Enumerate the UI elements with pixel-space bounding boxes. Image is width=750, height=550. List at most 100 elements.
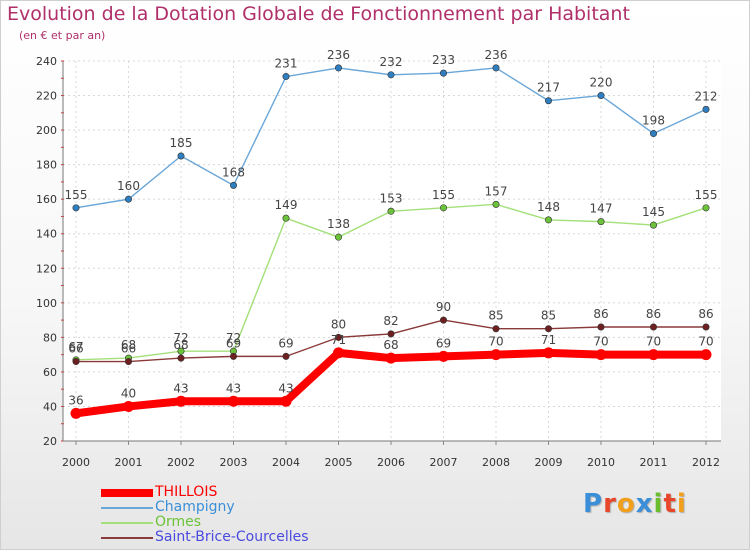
data-point-champigny (282, 73, 290, 81)
data-label-champigny: 155 (65, 188, 88, 202)
data-label-saint-brice-courcelles: 86 (646, 307, 661, 321)
y-tick-label: 220 (36, 90, 57, 103)
data-point-champigny (387, 71, 395, 79)
data-point-champigny (702, 105, 710, 113)
data-point-saint-brice-courcelles (177, 354, 185, 362)
y-tick-label: 40 (43, 400, 57, 413)
data-label-thillois: 40 (121, 386, 136, 400)
x-tick-label: 2002 (167, 456, 195, 469)
data-label-champigny: 236 (327, 48, 350, 62)
data-point-champigny (334, 64, 342, 72)
data-label-thillois: 69 (436, 336, 451, 350)
data-label-thillois: 70 (488, 335, 503, 349)
data-label-saint-brice-courcelles: 80 (331, 317, 346, 331)
y-tick-label: 20 (43, 435, 57, 448)
legend-label-saint-brice-courcelles: Saint-Brice-Courcelles (155, 529, 309, 545)
x-tick-label: 2000 (62, 456, 90, 469)
x-tick-label: 2011 (640, 456, 668, 469)
data-point-ormes (492, 200, 500, 208)
y-tick-label: 120 (36, 262, 57, 275)
data-point-saint-brice-courcelles (282, 352, 290, 360)
x-tick-label: 2010 (587, 456, 615, 469)
data-label-ormes: 157 (485, 184, 508, 198)
data-label-saint-brice-courcelles: 69 (278, 336, 293, 350)
legend-swatch-champigny (101, 507, 153, 509)
data-point-ormes (439, 204, 447, 212)
data-point-saint-brice-courcelles (597, 323, 605, 331)
legend-label-ormes: Ormes (155, 514, 202, 530)
data-label-ormes: 67 (68, 340, 83, 354)
x-tick-label: 2006 (377, 456, 405, 469)
y-tick-label: 180 (36, 159, 57, 172)
data-label-saint-brice-courcelles: 85 (488, 309, 503, 323)
x-tick-label: 2012 (692, 456, 720, 469)
series-champigny: 155 160 185 168 231 236 232 233 236 217 220 198 212 (65, 48, 718, 212)
data-label-saint-brice-courcelles: 66 (121, 342, 136, 356)
data-point-thillois (438, 350, 449, 362)
logo-letter: P (583, 489, 604, 519)
data-label-champigny: 160 (117, 179, 140, 193)
data-label-ormes: 72 (226, 331, 241, 345)
data-label-champigny: 231 (275, 57, 298, 71)
data-point-ormes (649, 221, 657, 229)
data-label-saint-brice-courcelles: 86 (698, 307, 713, 321)
proxiti-logo: Proxiti (583, 489, 687, 519)
data-label-champigny: 212 (695, 89, 718, 103)
logo-letter: x (635, 489, 654, 519)
data-label-saint-brice-courcelles: 66 (68, 342, 83, 356)
chart-title: Evolution de la Dotation Globale de Fonc… (7, 3, 630, 25)
data-label-ormes: 145 (642, 205, 665, 219)
data-point-champigny (177, 152, 185, 160)
data-point-ormes (177, 347, 185, 355)
series-thillois: 36 40 43 43 43 71 68 69 70 71 70 70 70 (68, 333, 714, 419)
data-label-thillois: 71 (331, 333, 346, 347)
data-label-champigny: 220 (590, 76, 613, 90)
data-label-ormes: 155 (432, 188, 455, 202)
logo-letter: r (603, 489, 617, 519)
data-point-thillois (70, 407, 82, 419)
data-point-saint-brice-courcelles (702, 323, 710, 331)
data-point-thillois (490, 349, 502, 361)
data-point-saint-brice-courcelles (387, 330, 395, 338)
data-label-thillois: 43 (278, 381, 293, 395)
data-point-thillois (648, 349, 659, 361)
data-label-ormes: 138 (327, 217, 350, 231)
data-label-thillois: 68 (383, 338, 398, 352)
data-point-ormes (387, 207, 395, 215)
logo-letter: o (616, 489, 636, 519)
legend-label-champigny: Champigny (155, 499, 235, 515)
data-point-thillois (543, 347, 554, 359)
x-tick-label: 2009 (535, 456, 563, 469)
data-label-ormes: 155 (695, 188, 718, 202)
chart-subtitle: (en € et par an) (19, 29, 106, 42)
data-label-thillois: 70 (646, 335, 661, 349)
data-point-champigny (125, 195, 133, 203)
data-point-ormes (702, 204, 710, 212)
y-tick-label: 100 (36, 297, 57, 310)
y-tick-label: 200 (36, 124, 57, 137)
data-point-champigny (597, 92, 605, 100)
data-point-ormes (544, 216, 552, 224)
legend-item-ormes: Ormes (101, 514, 361, 530)
x-tick-label: 2008 (482, 456, 510, 469)
data-point-saint-brice-courcelles (492, 325, 500, 333)
data-label-thillois: 70 (593, 335, 608, 349)
data-point-saint-brice-courcelles (544, 325, 552, 333)
y-tick-label: 60 (43, 366, 57, 379)
x-tick-label: 2007 (430, 456, 458, 469)
data-point-saint-brice-courcelles (72, 358, 80, 366)
legend-swatch-thillois (101, 489, 153, 497)
data-point-thillois (700, 349, 712, 361)
data-label-ormes: 147 (590, 202, 613, 216)
data-point-saint-brice-courcelles (649, 323, 657, 331)
data-point-saint-brice-courcelles (230, 352, 238, 360)
data-point-saint-brice-courcelles (334, 333, 342, 341)
data-label-ormes: 68 (121, 338, 136, 352)
logo-letter: t (663, 489, 677, 519)
legend-item-saint-brice-courcelles: Saint-Brice-Courcelles (101, 529, 361, 545)
logo-letter: i (653, 489, 664, 519)
data-label-ormes: 72 (173, 331, 188, 345)
data-label-ormes: 149 (275, 198, 298, 212)
